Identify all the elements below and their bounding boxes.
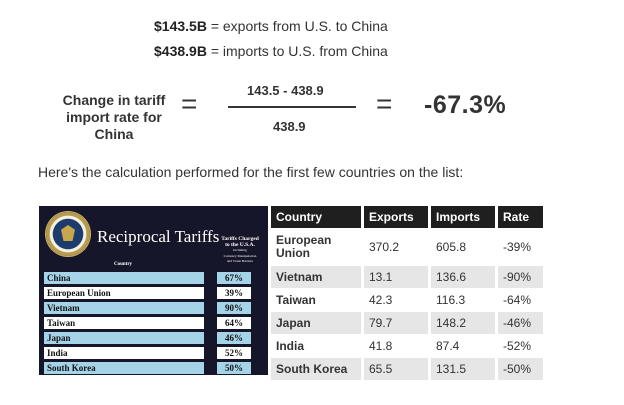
board-row-rate: 39%	[217, 287, 251, 299]
board-row-country: India	[44, 347, 204, 359]
formula-equals-2: =	[376, 88, 393, 119]
cell-rate: -46%	[498, 311, 546, 334]
cell-exports: 13.1	[364, 265, 431, 288]
board-row-country: Japan	[44, 332, 204, 344]
board-row-country: Vietnam	[44, 302, 204, 314]
cell-rate: -52%	[498, 334, 546, 357]
cell-imports: 136.6	[431, 265, 498, 288]
cell-exports: 42.3	[364, 288, 431, 311]
board-country-header: Country	[114, 262, 133, 267]
cell-exports: 79.7	[364, 311, 431, 334]
cell-exports: 370.2	[364, 228, 431, 265]
board-row-country: Taiwan	[44, 317, 204, 329]
header-country: Country	[271, 206, 364, 228]
intro-text: Here's the calculation performed for the…	[38, 164, 464, 180]
formula-label-line3: China	[94, 126, 134, 142]
table-row: India 41.8 87.4 -52%	[271, 334, 546, 357]
formula-label: Change in tariff import rate for China	[52, 92, 176, 143]
cell-country: European Union	[271, 228, 364, 265]
cell-rate: -64%	[498, 288, 546, 311]
cell-imports: 131.5	[431, 357, 498, 380]
cell-country: India	[271, 334, 364, 357]
cell-country: Taiwan	[271, 288, 364, 311]
table-row: South Korea 65.5 131.5 -50%	[271, 357, 546, 380]
board-rate-header: Tariffs Charged to the U.S.A. Including …	[221, 236, 259, 263]
header-exports: Exports	[364, 206, 431, 228]
board-row-rate: 67%	[217, 272, 251, 284]
board-row-country: South Korea	[44, 362, 204, 374]
cell-imports: 87.4	[431, 334, 498, 357]
board-title: Reciprocal Tariffs	[97, 227, 220, 246]
table-row: Vietnam 13.1 136.6 -90%	[271, 265, 546, 288]
exports-value: $143.5B	[154, 18, 207, 34]
header-imports: Imports	[431, 206, 498, 228]
cell-rate: -50%	[498, 357, 546, 380]
cell-country: Vietnam	[271, 265, 364, 288]
formula-equals-1: =	[181, 88, 198, 119]
definition-imports: $438.9B = imports to U.S. from China	[154, 43, 388, 59]
cell-rate: -39%	[498, 228, 546, 265]
header-rate: Rate	[498, 206, 546, 228]
board-row-country: European Union	[44, 287, 204, 299]
board-row-rate: 50%	[217, 362, 251, 374]
definition-exports: $143.5B = exports from U.S. to China	[154, 18, 388, 34]
imports-value: $438.9B	[154, 43, 207, 59]
board-row-rate: 64%	[217, 317, 251, 329]
presidential-seal-icon	[46, 212, 90, 256]
cell-imports: 116.3	[431, 288, 498, 311]
tariff-table-wrapper: Country Exports Imports Rate European Un…	[271, 206, 546, 380]
cell-country: Japan	[271, 311, 364, 334]
formula-numerator: 143.5 - 438.9	[247, 83, 324, 98]
table-row: European Union 370.2 605.8 -39%	[271, 228, 546, 265]
formula-denominator: 438.9	[273, 119, 306, 134]
cell-exports: 41.8	[364, 334, 431, 357]
fraction-bar	[228, 106, 356, 108]
cell-exports: 65.5	[364, 357, 431, 380]
exports-text: = exports from U.S. to China	[210, 18, 388, 34]
cell-rate: -90%	[498, 265, 546, 288]
cell-imports: 148.2	[431, 311, 498, 334]
board-row-country: China	[44, 272, 204, 284]
formula-label-line2: import rate for	[66, 109, 162, 125]
board-row-rate: 46%	[217, 332, 251, 344]
imports-text: = imports to U.S. from China	[210, 43, 388, 59]
board-row-rate: 52%	[217, 347, 251, 359]
formula-label-line1: Change in tariff	[62, 92, 166, 108]
reciprocal-tariffs-board: Reciprocal Tariffs Country Tariffs Charg…	[39, 206, 268, 375]
table-row: Japan 79.7 148.2 -46%	[271, 311, 546, 334]
table-header-row: Country Exports Imports Rate	[271, 206, 546, 228]
table-row: Taiwan 42.3 116.3 -64%	[271, 288, 546, 311]
cell-imports: 605.8	[431, 228, 498, 265]
board-row-rate: 90%	[217, 302, 251, 314]
formula-result: -67.3%	[424, 91, 507, 119]
cell-country: South Korea	[271, 357, 364, 380]
tariff-table: Country Exports Imports Rate European Un…	[271, 206, 546, 380]
